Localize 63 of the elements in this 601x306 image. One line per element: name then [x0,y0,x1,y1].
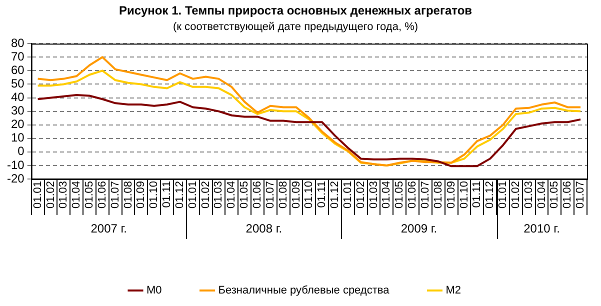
y-tick-label: -10 [7,158,25,172]
text: 2009 г. [400,221,438,236]
x-tick-label: 01.04 [380,181,393,209]
legend-label: M0 [146,284,162,297]
x-tick-label: 01.11 [471,181,484,208]
x-tick-label: 01.06 [252,181,264,209]
chart-title: Рисунок 1. Темпы прироста основных денежных агрегатов [118,4,472,18]
x-tick-label: 01.09 [290,181,302,209]
x-tick-label: 01.04 [226,181,238,209]
x-tick-label: 01.03 [212,181,225,209]
y-tick-label: 10 [10,130,25,145]
x-tick-label: 01.06 [406,181,419,209]
y-tick-label: 40 [10,90,25,104]
x-tick-label: 01.05 [548,181,561,209]
y-tick-label: -20 [7,171,25,186]
x-tick-label: 01.05 [84,181,96,209]
x-tick-label: 01.08 [277,181,290,209]
x-tick-label: 01.09 [135,181,148,209]
legend-label: Безналичные рублевые средства [218,284,390,297]
x-tick-label: 01.06 [96,181,108,209]
text: 2010 г. [524,221,560,236]
x-tick-label: 01.04 [536,181,548,209]
chart-subtitle: (к соответствующей дате предыдущего года, %) [172,21,418,34]
x-tick-label: 01.12 [329,181,342,209]
x-tick-label: 01.07 [420,181,432,209]
x-tick-label: 01.06 [562,181,574,209]
y-tick-label: 20 [10,117,25,132]
x-tick-label: 01.01 [497,181,510,209]
x-tick-label: 01.08 [122,181,134,209]
y-tick-label: 80 [10,36,25,50]
x-tick-label: 01.03 [522,181,535,209]
x-tick-label: 01.10 [303,181,316,209]
x-tick-label: 01.08 [432,181,444,209]
x-tick-label: 01.07 [574,181,587,209]
legend-label: M2 [446,284,462,297]
x-tick-label: 01.05 [394,181,406,209]
y-tick-label: 30 [10,104,25,118]
x-tick-label: 01.07 [109,181,122,209]
y-tick-label: 50 [10,76,25,91]
x-tick-label: 01.07 [264,181,276,209]
y-tick-label: 0 [18,144,25,158]
x-tick-label: 01.02 [354,181,367,209]
x-tick-label: 01.02 [44,181,57,209]
x-tick-label: 01.04 [70,181,83,209]
y-tick-label: 60 [10,62,25,77]
x-tick-label: 01.01 [342,181,354,209]
x-tick-label: 01.03 [368,181,380,209]
x-tick-label: 01.12 [484,181,496,209]
x-tick-label: 01.11 [161,181,174,208]
y-tick-label: 70 [10,49,25,64]
x-tick-label: 01.01 [186,181,199,209]
text: 2007 г. [90,221,128,236]
x-tick-label: 01.10 [458,181,470,209]
x-tick-label: 01.12 [174,181,186,209]
x-tick-label: 01.11 [316,181,328,208]
text: 2008 г. [246,221,282,236]
x-tick-label: 01.02 [510,181,522,209]
x-tick-label: 01.03 [58,181,70,209]
x-tick-label: 01.09 [445,181,458,209]
x-tick-label: 01.10 [148,181,160,209]
x-tick-label: 01.05 [238,181,251,209]
x-tick-label: 01.02 [200,181,212,209]
x-tick-label: 01.01 [32,181,44,209]
